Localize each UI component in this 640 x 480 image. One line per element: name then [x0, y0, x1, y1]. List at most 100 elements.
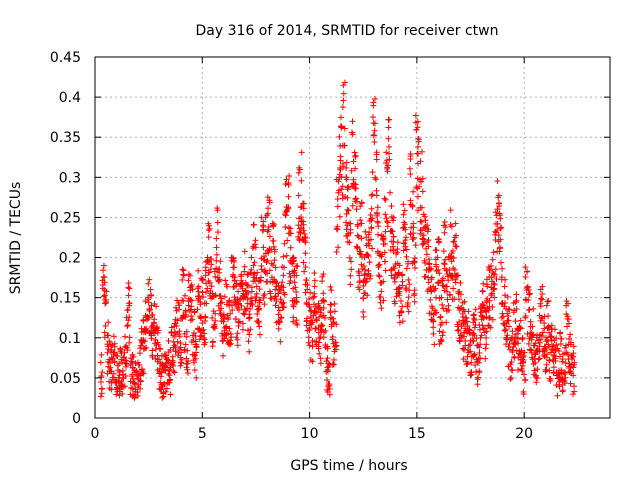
data-point: [180, 272, 187, 279]
data-point: [192, 341, 199, 348]
data-point: [119, 390, 126, 397]
data-point: [415, 193, 422, 200]
data-point: [382, 267, 389, 274]
data-point: [445, 302, 452, 309]
data-point: [407, 171, 414, 178]
data-point: [396, 262, 403, 269]
data-point: [399, 303, 406, 310]
data-point: [415, 138, 422, 145]
data-point: [439, 332, 446, 339]
data-point: [278, 314, 285, 321]
data-point: [339, 104, 346, 111]
data-point: [227, 330, 234, 337]
data-point: [197, 313, 204, 320]
data-point: [354, 223, 361, 230]
data-point: [272, 293, 279, 300]
data-point: [199, 276, 206, 283]
data-point: [231, 264, 238, 271]
data-point: [254, 269, 261, 276]
data-point: [252, 237, 259, 244]
data-point: [351, 184, 358, 191]
data-point: [376, 261, 383, 268]
data-point: [418, 178, 425, 185]
data-point: [100, 293, 107, 300]
data-point: [188, 303, 195, 310]
data-point: [201, 341, 208, 348]
data-point: [291, 279, 298, 286]
data-point: [425, 279, 432, 286]
data-point: [294, 299, 301, 306]
data-point: [355, 268, 362, 275]
data-point: [163, 356, 170, 363]
data-point: [369, 245, 376, 252]
data-point: [175, 299, 182, 306]
data-point: [110, 333, 117, 340]
data-point: [347, 272, 354, 279]
data-point: [104, 332, 111, 339]
data-point: [428, 303, 435, 310]
data-point: [399, 278, 406, 285]
data-point: [419, 241, 426, 248]
data-point: [333, 343, 340, 350]
data-point: [201, 336, 208, 343]
data-point: [355, 233, 362, 240]
data-point: [302, 263, 309, 270]
data-point: [403, 253, 410, 260]
data-point: [350, 158, 357, 165]
data-point: [253, 283, 260, 290]
data-point: [387, 189, 394, 196]
data-point: [126, 334, 133, 341]
data-point: [233, 280, 240, 287]
data-point: [286, 270, 293, 277]
grid-lines: [95, 57, 610, 418]
data-point: [185, 277, 192, 284]
data-point: [206, 269, 213, 276]
data-point: [378, 305, 385, 312]
data-point: [428, 274, 435, 281]
data-point: [428, 288, 435, 295]
data-point: [247, 269, 254, 276]
data-point: [260, 256, 267, 263]
data-point: [338, 186, 345, 193]
data-point: [318, 321, 325, 328]
data-point: [344, 194, 351, 201]
data-point: [223, 325, 230, 332]
data-point: [410, 230, 417, 237]
data-point: [284, 237, 291, 244]
data-point: [264, 257, 271, 264]
data-point: [313, 317, 320, 324]
data-point: [331, 343, 338, 350]
data-point: [187, 317, 194, 324]
data-point: [401, 219, 408, 226]
data-point: [347, 281, 354, 288]
data-point: [203, 300, 210, 307]
data-point: [254, 318, 261, 325]
data-point: [126, 302, 133, 309]
data-point: [336, 213, 343, 220]
data-point: [306, 296, 313, 303]
data-point: [311, 277, 318, 284]
data-point: [307, 357, 314, 364]
data-point: [230, 257, 237, 264]
data-point: [149, 311, 156, 318]
data-point: [383, 149, 390, 156]
data-point: [260, 244, 267, 251]
data-point: [282, 224, 289, 231]
data-point: [224, 283, 231, 290]
data-point: [171, 369, 178, 376]
data-point: [264, 194, 271, 201]
data-point: [306, 326, 313, 333]
data-point: [369, 169, 376, 176]
data-point: [437, 336, 444, 343]
data-point: [412, 119, 419, 126]
data-point: [209, 343, 216, 350]
data-point: [214, 219, 221, 226]
data-point: [320, 297, 327, 304]
data-point: [98, 385, 105, 392]
data-point: [145, 299, 152, 306]
data-point: [402, 237, 409, 244]
data-point: [422, 217, 429, 224]
data-point: [250, 262, 257, 269]
data-point: [99, 282, 106, 289]
